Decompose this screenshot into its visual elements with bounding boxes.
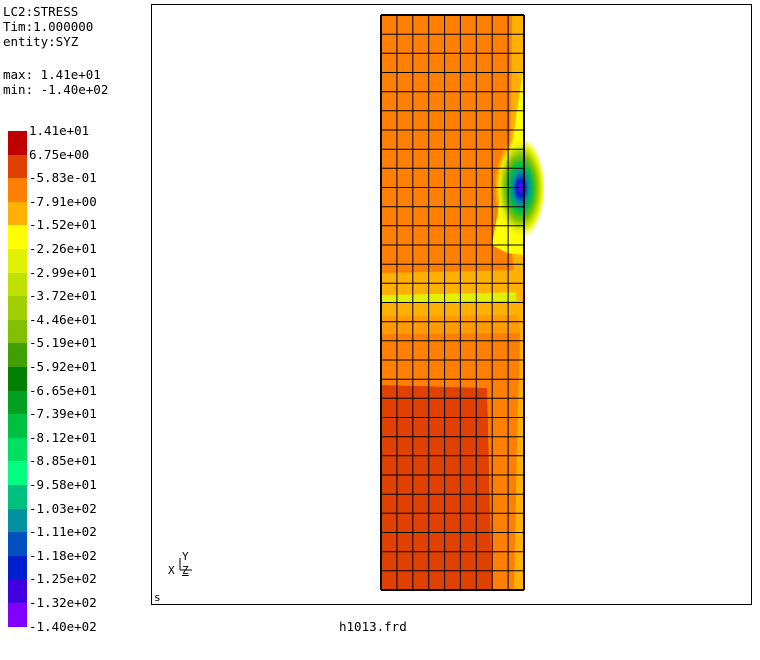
legend-swatch xyxy=(8,201,27,226)
legend-swatch xyxy=(8,154,27,179)
fade-band xyxy=(381,315,524,334)
red-orange-region xyxy=(381,385,492,590)
filename-label: h1013.frd xyxy=(339,619,407,634)
legend-label: -7.91e+00 xyxy=(29,193,97,209)
legend-label: -7.39e+01 xyxy=(29,406,97,422)
legend-swatch xyxy=(8,225,27,249)
lower-band xyxy=(381,301,524,316)
corner-label: s xyxy=(154,591,161,604)
legend-label: -1.52e+01 xyxy=(29,217,97,233)
legend-swatch xyxy=(8,532,27,556)
legend-label: -1.25e+02 xyxy=(29,571,97,587)
legend-swatch xyxy=(8,555,27,580)
legend-label: -8.12e+01 xyxy=(29,429,97,445)
viewport[interactable]: Y X Z s xyxy=(151,4,752,605)
legend-label: -1.03e+02 xyxy=(29,500,97,516)
legend-label: -5.92e+01 xyxy=(29,359,97,374)
legend-label: -1.11e+02 xyxy=(29,524,97,540)
legend-swatch xyxy=(8,485,27,509)
min-label: min: -1.40e+02 xyxy=(3,82,109,97)
legend-swatch xyxy=(8,579,27,603)
axis-x-label: X xyxy=(168,564,175,577)
axis-z-label: Z xyxy=(182,564,189,577)
legend-label: -3.72e+01 xyxy=(29,288,97,304)
legend-swatch xyxy=(8,414,27,438)
axis-y-label: Y xyxy=(182,550,189,563)
legend-label: -4.46e+01 xyxy=(29,311,97,327)
legend-label: 6.75e+00 xyxy=(29,146,90,162)
legend-swatch xyxy=(8,603,27,627)
result-info: LC2:STRESS Tim:1.000000 entity:SYZ xyxy=(3,4,93,49)
legend-label: -5.83e-01 xyxy=(29,170,97,186)
legend-swatch xyxy=(8,437,27,462)
loadcase-label: LC2:STRESS xyxy=(3,4,79,19)
legend-label: -2.99e+01 xyxy=(29,264,97,280)
legend-swatch xyxy=(8,390,27,415)
legend-swatch xyxy=(8,343,27,367)
legend-swatch xyxy=(8,296,27,320)
legend-label: -9.58e+01 xyxy=(29,477,97,492)
entity-label: entity:SYZ xyxy=(3,34,79,49)
value-range: max: 1.41e+01 min: -1.40e+02 xyxy=(3,67,108,97)
legend-label: -8.85e+01 xyxy=(29,453,97,469)
legend-swatch xyxy=(8,461,27,485)
legend-swatch xyxy=(8,249,27,273)
legend-label: -1.32e+02 xyxy=(29,595,97,610)
legend-label: -1.18e+02 xyxy=(29,547,97,563)
legend-label: -2.26e+01 xyxy=(29,241,97,256)
model-view[interactable] xyxy=(152,5,752,605)
mesh-grid xyxy=(179,14,525,591)
legend-label: -5.19e+01 xyxy=(29,335,97,351)
time-label: Tim:1.000000 xyxy=(3,19,94,34)
legend-label: -1.40e+02 xyxy=(29,618,97,634)
yellow-green-band xyxy=(381,292,524,303)
legend-label: -6.65e+01 xyxy=(29,382,97,398)
max-label: max: 1.41e+01 xyxy=(3,67,101,82)
legend-label: 1.41e+01 xyxy=(29,123,90,138)
legend-swatch xyxy=(8,367,27,391)
legend-swatch xyxy=(8,272,27,297)
legend-swatch xyxy=(8,319,27,344)
legend-swatch xyxy=(8,178,27,202)
legend-swatch xyxy=(8,131,27,155)
upper-band xyxy=(381,270,524,295)
legend-swatch xyxy=(8,508,27,533)
